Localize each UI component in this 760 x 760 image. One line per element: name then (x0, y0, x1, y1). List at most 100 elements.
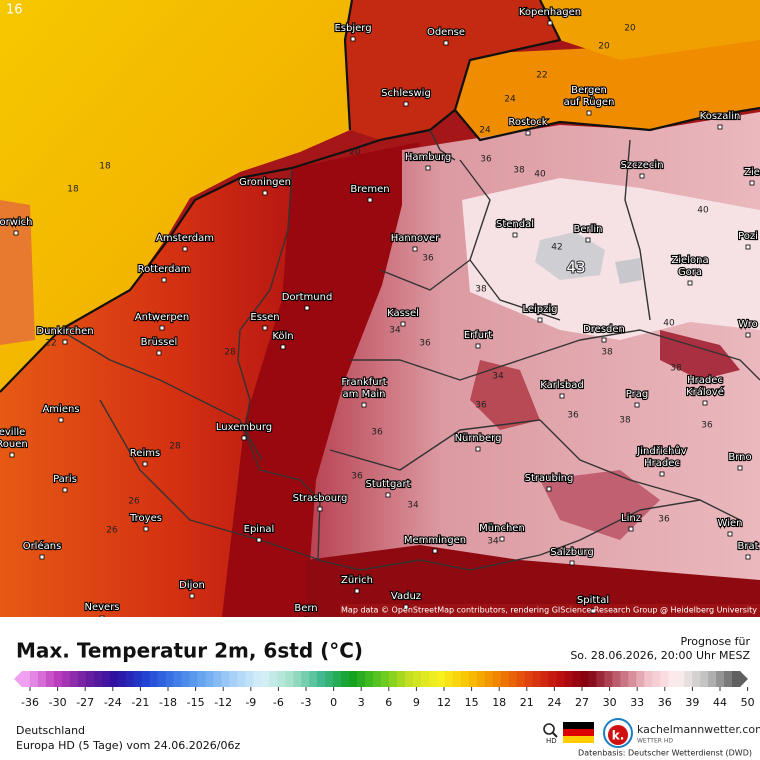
scale-swatch (700, 671, 709, 687)
contour-label: 40 (697, 206, 709, 216)
city-marker (590, 608, 596, 614)
city-label: Prag (626, 389, 648, 400)
scale-swatch (261, 671, 270, 687)
city-label: München (479, 523, 525, 534)
scale-tick-label: 50 (741, 696, 755, 709)
scale-swatch (77, 671, 87, 687)
scale-tick-label: -9 (245, 696, 256, 709)
borders (59, 129, 760, 571)
scale-tick-label: -27 (76, 696, 94, 709)
contour-label: 38 (475, 285, 487, 295)
city-label: Nevers (84, 602, 119, 613)
city-marker (737, 465, 743, 471)
contour-label: 20 (598, 42, 610, 52)
scale-swatch (285, 671, 294, 687)
city-marker (403, 604, 409, 610)
scale-swatch (269, 671, 278, 687)
scale-swatch (53, 671, 63, 687)
city-marker (385, 492, 391, 498)
city-label: Dunkirchen (36, 326, 93, 337)
scale-swatch (197, 671, 206, 687)
city-label: Bremen (350, 184, 389, 195)
source: Datenbasis: Deutscher Wetterdienst (DWD) (578, 749, 752, 758)
scale-swatch (85, 671, 95, 687)
city-marker (745, 244, 751, 250)
city-label: Rotterdam (138, 264, 191, 275)
scale-swatch (660, 671, 669, 687)
flag (563, 722, 594, 729)
scale-swatch (668, 671, 677, 687)
scale-tick-label: 39 (685, 696, 699, 709)
city-marker (512, 232, 518, 238)
contour-label: 36 (371, 428, 383, 438)
city-marker (13, 230, 19, 236)
city-marker (687, 280, 693, 286)
scale-swatch (365, 671, 374, 687)
scale-swatch (341, 671, 350, 687)
city-label: Zielona (671, 255, 708, 266)
city-label: Hannover (391, 233, 441, 244)
scale-tick-label: -12 (214, 696, 232, 709)
brand[interactable]: kachelmannwetter.com (637, 723, 760, 736)
scale-swatch (237, 671, 246, 687)
scale-tick-label: -21 (131, 696, 149, 709)
city-marker (537, 317, 543, 323)
city-marker (601, 337, 607, 343)
scale-swatch (460, 671, 470, 687)
scale-tick-label: -36 (21, 696, 39, 709)
scale-swatch (444, 671, 454, 687)
city-marker (425, 165, 431, 171)
scale-swatch (436, 671, 446, 687)
city-marker (412, 246, 418, 252)
contour-label: 34 (487, 537, 499, 547)
contour-label: 36 (701, 421, 713, 431)
scale-tick-label: 12 (437, 696, 451, 709)
city-label: Wro (738, 319, 757, 330)
contour-label: 38 (619, 416, 631, 426)
scale-swatch (325, 671, 334, 687)
scale-swatch (532, 671, 542, 687)
contour-label: 22 (45, 339, 56, 349)
scale-tick-label: 15 (465, 696, 479, 709)
city-label: Epinal (244, 524, 275, 535)
city-label: Erfurt (464, 330, 492, 341)
contour-label: 34 (389, 326, 401, 336)
city-label: Bern (294, 603, 317, 614)
scale-tick-label: 44 (713, 696, 727, 709)
city-marker (262, 325, 268, 331)
city-label: Kassel (387, 308, 419, 319)
scale-swatch (181, 671, 191, 687)
city-label: Gora (678, 267, 702, 278)
city-label: Szczecin (620, 160, 663, 171)
scale-tick-label: 0 (330, 696, 337, 709)
contour-label: 36 (419, 339, 431, 349)
city-marker (361, 402, 367, 408)
city-marker (304, 305, 310, 311)
city-marker (39, 554, 45, 560)
city-marker (317, 506, 323, 512)
scale-swatch (636, 671, 645, 687)
contour-label: 28 (224, 348, 236, 358)
scale-swatch (157, 671, 167, 687)
city-marker (559, 393, 565, 399)
scale-swatch (732, 671, 741, 687)
city-marker (745, 332, 751, 338)
city-marker (400, 321, 406, 327)
scale-tick-label: -24 (104, 696, 122, 709)
contour-label: 40 (663, 319, 675, 329)
scale-end (740, 671, 748, 687)
scale-swatch (516, 671, 526, 687)
city-marker (159, 325, 165, 331)
scale-swatch (468, 671, 478, 687)
city-marker (585, 237, 591, 243)
city-label: Spittal (577, 595, 609, 606)
color-scale: -36 -30 -27 -24 -21 -18 -15 -12 -9 -6 -3 0 3 6 9 12 15 18… (14, 671, 755, 709)
contour-label: 18 (99, 162, 111, 172)
scale-swatch (189, 671, 199, 687)
city-label: Amiens (42, 404, 79, 415)
contour-label: 38 (601, 348, 613, 358)
contour-label: 34 (407, 501, 419, 511)
zoom-icon[interactable] (543, 723, 555, 735)
city-marker (62, 339, 68, 345)
scale-swatch (117, 671, 127, 687)
